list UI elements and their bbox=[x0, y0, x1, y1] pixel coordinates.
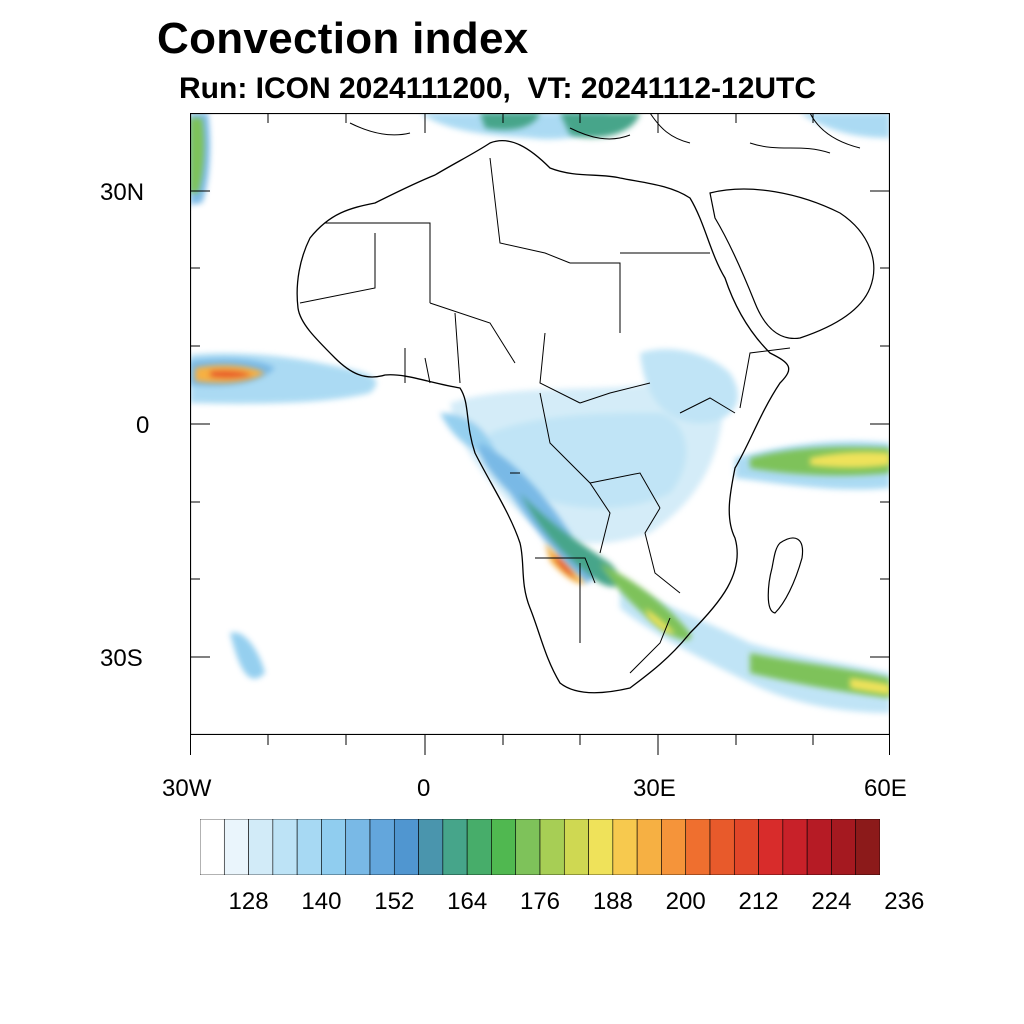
x-tick-label-30w: 30W bbox=[162, 775, 212, 802]
colorbar-swatch bbox=[831, 819, 857, 875]
x-tick-label-60e: 60E bbox=[864, 775, 907, 802]
madagascar-outline bbox=[767, 537, 804, 614]
country-borders bbox=[299, 157, 791, 674]
colorbar-swatch bbox=[636, 819, 662, 875]
y-tick-label-30n: 30N bbox=[100, 179, 145, 206]
colorbar-swatch bbox=[661, 819, 687, 875]
chart-subtitle: Run: ICON 2024111200, VT: 20241112-12UTC bbox=[179, 72, 817, 105]
y-tick-label-30s: 30S bbox=[100, 645, 143, 672]
colorbar-label: 188 bbox=[592, 888, 633, 915]
colorbar-swatch bbox=[515, 819, 541, 875]
x-tick-label-30e: 30E bbox=[633, 775, 676, 802]
colorbar-swatch bbox=[272, 819, 298, 875]
tick-marks bbox=[190, 113, 890, 658]
colorbar-swatch bbox=[418, 819, 444, 875]
colorbar-swatch bbox=[223, 819, 249, 875]
colorbar-swatch bbox=[563, 819, 589, 875]
colorbar-label: 224 bbox=[811, 888, 852, 915]
x-axis-ticks bbox=[190, 735, 890, 755]
colorbar-label: 212 bbox=[738, 888, 779, 915]
colorbar-swatch bbox=[588, 819, 614, 875]
map-svg bbox=[190, 113, 890, 735]
colorbar-label: 176 bbox=[519, 888, 561, 915]
colorbar-label: 164 bbox=[447, 888, 488, 915]
chart-title: Convection index bbox=[157, 14, 529, 63]
colorbar-label: 140 bbox=[301, 888, 342, 915]
arabian-peninsula-outline bbox=[709, 188, 875, 340]
colorbar-label: 128 bbox=[228, 888, 269, 915]
colorbar-swatch bbox=[369, 819, 395, 875]
africa-coastline bbox=[296, 139, 790, 694]
colorbar-label: 236 bbox=[884, 888, 925, 915]
colorbar-swatch bbox=[612, 819, 638, 875]
colorbar-swatch bbox=[248, 819, 274, 875]
colorbar-swatch bbox=[321, 819, 347, 875]
colorbar-swatch bbox=[466, 819, 492, 875]
colorbar-label: 152 bbox=[374, 888, 415, 915]
colorbar-swatch bbox=[539, 819, 565, 875]
north-shore-outline bbox=[349, 113, 861, 154]
colorbar-swatch bbox=[345, 819, 371, 875]
convection-field bbox=[190, 113, 890, 713]
colorbar bbox=[200, 819, 880, 875]
map-panel bbox=[190, 113, 890, 735]
y-tick-label-0: 0 bbox=[136, 412, 150, 439]
colorbar-swatch bbox=[855, 819, 880, 875]
colorbar-swatch bbox=[491, 819, 517, 875]
colorbar-swatch bbox=[393, 819, 419, 875]
colorbar-swatch bbox=[758, 819, 784, 875]
colorbar-label: 200 bbox=[665, 888, 706, 915]
colorbar-swatch bbox=[296, 819, 322, 875]
colorbar-swatch bbox=[806, 819, 832, 875]
colorbar-swatch bbox=[709, 819, 735, 875]
colorbar-swatch bbox=[782, 819, 808, 875]
colorbar-swatch bbox=[685, 819, 711, 875]
colorbar-swatch bbox=[733, 819, 759, 875]
colorbar-swatch bbox=[442, 819, 468, 875]
x-tick-label-0: 0 bbox=[417, 775, 431, 802]
colorbar-swatch bbox=[200, 819, 225, 875]
